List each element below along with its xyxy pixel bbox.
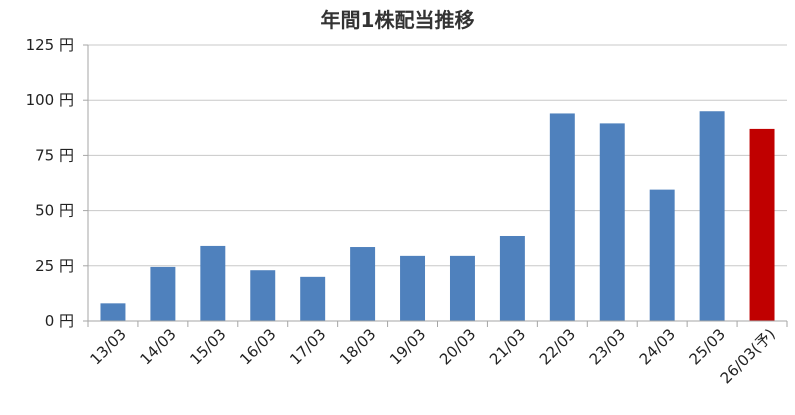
x-tick-label: 15/03 (186, 325, 229, 368)
bar (400, 255, 426, 321)
bar (549, 113, 575, 321)
bar (699, 111, 725, 322)
gridlines (88, 44, 787, 267)
bar (350, 247, 376, 321)
y-tick-label: 125 円 (26, 36, 74, 54)
bar (499, 235, 525, 321)
bar (300, 276, 326, 321)
bar (150, 266, 176, 321)
x-tick-label: 18/03 (336, 325, 379, 368)
x-tick-labels: 13/03 14/03 15/03 16/03 17/03 18/03 19/03 20/03… (86, 325, 778, 387)
x-tick-label: 17/03 (286, 325, 329, 368)
x-tick-label: 21/03 (486, 325, 529, 368)
x-tick-label: 20/03 (436, 325, 479, 368)
x-tick-label: 22/03 (536, 325, 579, 368)
bar (649, 189, 675, 321)
x-tick-label: 13/03 (86, 325, 129, 368)
x-tick-label: 14/03 (136, 325, 179, 368)
bars (100, 111, 775, 322)
axes (83, 44, 788, 327)
bar (749, 128, 775, 321)
y-tick-label: 75 円 (35, 146, 74, 164)
x-tick-label: 24/03 (636, 325, 679, 368)
x-tick-label: 23/03 (586, 325, 629, 368)
x-tick-label: 16/03 (236, 325, 279, 368)
y-tick-labels: 0 円 25 円 50 円 75 円 100 円 125 円 (26, 36, 74, 330)
bar (599, 123, 625, 321)
y-tick-label: 25 円 (35, 257, 74, 275)
x-tick-label: 19/03 (386, 325, 429, 368)
bar (250, 270, 276, 321)
bar (449, 255, 475, 321)
y-tick-label: 100 円 (26, 91, 74, 109)
x-tick-label: 26/03(予) (717, 325, 779, 387)
chart-title: 年間1株配当推移 (320, 8, 475, 32)
bar (100, 303, 126, 321)
y-tick-label: 0 円 (45, 312, 74, 330)
y-tick-label: 50 円 (35, 202, 74, 220)
bar (200, 245, 226, 321)
x-tick-label: 25/03 (686, 325, 729, 368)
